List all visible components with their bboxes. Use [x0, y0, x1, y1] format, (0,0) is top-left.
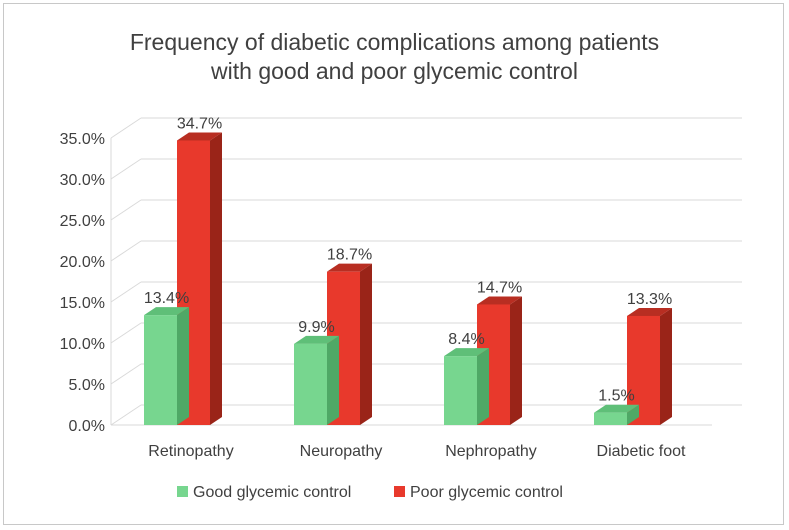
gridline-side	[110, 281, 142, 303]
y-tick-label: 15.0%	[60, 295, 105, 312]
y-tick-label: 25.0%	[60, 213, 105, 230]
x-category-label: Neuropathy	[300, 443, 383, 460]
x-category-label: Retinopathy	[148, 443, 233, 460]
bar-top	[144, 307, 189, 316]
data-label: 1.5%	[598, 388, 634, 405]
bar-side	[627, 404, 639, 425]
gridline-side	[110, 363, 142, 385]
bar	[294, 343, 327, 425]
bar-top	[177, 132, 222, 141]
bar-top	[477, 296, 522, 305]
legend-label: Poor glycemic control	[410, 484, 563, 501]
data-label: 8.4%	[448, 331, 484, 348]
bar-top	[627, 307, 672, 316]
legend-label: Good glycemic control	[193, 484, 351, 501]
gridline-side	[110, 158, 142, 180]
bar-side	[210, 132, 222, 425]
chart-title-line-2: with good and poor glycemic control	[211, 58, 578, 84]
gridline-side	[110, 404, 142, 426]
bar-top	[327, 263, 372, 272]
x-category-label: Diabetic foot	[597, 443, 686, 460]
legend-swatch	[394, 486, 405, 497]
bar-side	[177, 307, 189, 425]
bar	[594, 412, 627, 425]
gridline-side	[110, 117, 142, 139]
y-tick-label: 10.0%	[60, 336, 105, 353]
data-label: 13.3%	[627, 291, 672, 308]
y-tick-label: 35.0%	[60, 131, 105, 148]
data-label: 9.9%	[298, 319, 334, 336]
bar-side	[510, 296, 522, 425]
bar	[444, 356, 477, 425]
y-tick-label: 0.0%	[69, 418, 105, 435]
bar-side	[477, 348, 489, 425]
gridline-side	[110, 199, 142, 221]
gridline-side	[110, 240, 142, 262]
bar-top	[594, 404, 639, 413]
data-label: 14.7%	[477, 279, 522, 296]
legend-swatch	[177, 486, 188, 497]
bar-top	[444, 348, 489, 357]
data-label: 13.4%	[144, 290, 189, 307]
bar	[144, 315, 177, 425]
x-category-label: Nephropathy	[445, 443, 537, 460]
data-label: 18.7%	[327, 247, 372, 264]
bar-top	[294, 335, 339, 344]
bar-side	[360, 263, 372, 425]
chart-title-line-1: Frequency of diabetic complications amon…	[129, 29, 660, 55]
y-tick-label: 5.0%	[69, 377, 105, 394]
chart-frame	[3, 3, 784, 525]
bar-side	[660, 307, 672, 425]
y-tick-label: 30.0%	[60, 172, 105, 189]
y-tick-label: 20.0%	[60, 254, 105, 271]
bar-side	[327, 335, 339, 425]
data-label: 34.7%	[177, 115, 222, 132]
gridline-side	[110, 322, 142, 344]
